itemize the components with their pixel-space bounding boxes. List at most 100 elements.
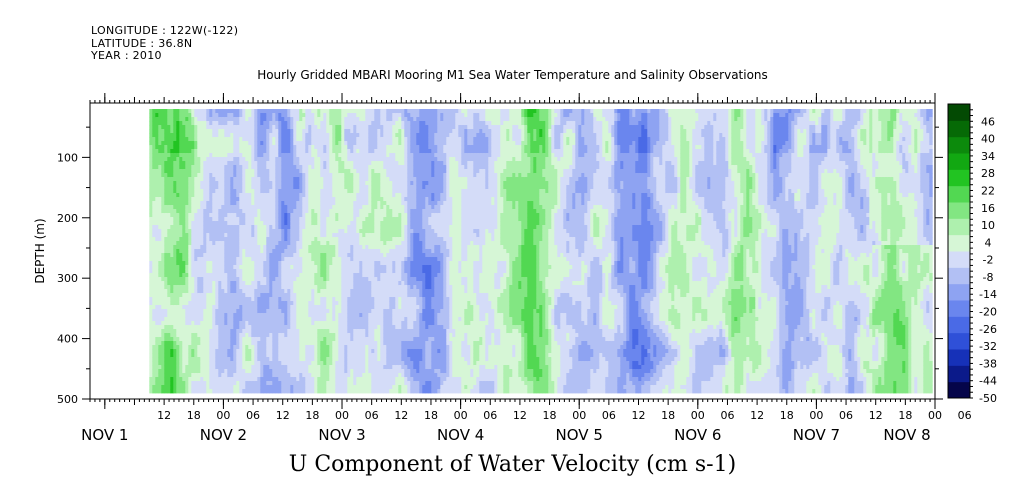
heatmap-cell bbox=[185, 293, 189, 298]
heatmap-cell bbox=[272, 265, 276, 270]
heatmap-cell bbox=[215, 385, 219, 390]
heatmap-cell bbox=[323, 157, 327, 162]
heatmap-cell bbox=[245, 313, 249, 318]
heatmap-cell bbox=[179, 165, 183, 170]
heatmap-cell bbox=[239, 373, 243, 378]
heatmap-cell bbox=[215, 201, 219, 206]
heatmap-cell bbox=[245, 329, 249, 334]
heatmap-cell bbox=[251, 253, 255, 258]
heatmap-cell bbox=[218, 161, 222, 166]
heatmap-cell bbox=[173, 257, 177, 262]
heatmap-cell bbox=[323, 321, 327, 326]
heatmap-cell bbox=[335, 245, 339, 250]
heatmap-cell bbox=[230, 181, 234, 186]
heatmap-cell bbox=[203, 325, 207, 330]
heatmap-cell bbox=[344, 289, 348, 294]
heatmap-cell bbox=[212, 341, 216, 346]
heatmap-cell bbox=[326, 285, 330, 290]
heatmap-cell bbox=[200, 233, 204, 238]
heatmap-cell bbox=[179, 189, 183, 194]
heatmap-cell bbox=[287, 173, 291, 178]
heatmap-cell bbox=[293, 165, 297, 170]
heatmap-cell bbox=[176, 361, 180, 366]
heatmap-cell bbox=[251, 213, 255, 218]
heatmap-cell bbox=[245, 149, 249, 154]
heatmap-cell bbox=[185, 285, 189, 290]
heatmap-cell bbox=[194, 229, 198, 234]
heatmap-cell bbox=[230, 261, 234, 266]
heatmap-cell bbox=[305, 205, 309, 210]
heatmap-cell bbox=[341, 237, 345, 242]
heatmap-cell bbox=[248, 253, 252, 258]
heatmap-cell bbox=[332, 193, 336, 198]
heatmap-cell bbox=[161, 333, 165, 338]
heatmap-cell bbox=[260, 245, 264, 250]
heatmap-cell bbox=[332, 221, 336, 226]
heatmap-cell bbox=[305, 189, 309, 194]
heatmap-cell bbox=[233, 321, 237, 326]
heatmap-cell bbox=[203, 261, 207, 266]
heatmap-cell bbox=[254, 169, 258, 174]
heatmap-cell bbox=[206, 153, 210, 158]
heatmap-cell bbox=[164, 341, 168, 346]
heatmap-cell bbox=[356, 153, 360, 158]
heatmap-cell bbox=[326, 241, 330, 246]
heatmap-cell bbox=[326, 353, 330, 358]
heatmap-cell bbox=[260, 233, 264, 238]
heatmap-cell bbox=[257, 217, 261, 222]
heatmap-cell bbox=[338, 325, 342, 330]
heatmap-cell bbox=[212, 281, 216, 286]
heatmap-cell bbox=[305, 277, 309, 282]
heatmap-cell bbox=[263, 369, 267, 374]
heatmap-cell bbox=[212, 173, 216, 178]
heatmap-cell bbox=[260, 365, 264, 370]
heatmap-cell bbox=[239, 337, 243, 342]
heatmap-cell bbox=[254, 381, 258, 386]
heatmap-cell bbox=[251, 125, 255, 130]
heatmap-cell bbox=[269, 165, 273, 170]
heatmap-cell bbox=[212, 269, 216, 274]
heatmap-cell bbox=[188, 337, 192, 342]
heatmap-cell bbox=[191, 137, 195, 142]
heatmap-cell bbox=[167, 201, 171, 206]
heatmap-cell bbox=[275, 129, 279, 134]
heatmap-cell bbox=[251, 181, 255, 186]
heatmap-cell bbox=[317, 113, 321, 118]
heatmap-cell bbox=[203, 197, 207, 202]
heatmap-cell bbox=[233, 329, 237, 334]
heatmap-cell bbox=[350, 285, 354, 290]
heatmap-cell bbox=[248, 293, 252, 298]
heatmap-cell bbox=[164, 333, 168, 338]
heatmap-cell bbox=[209, 113, 213, 118]
heatmap-cell bbox=[326, 257, 330, 262]
heatmap-cell bbox=[215, 213, 219, 218]
heatmap-cell bbox=[305, 141, 309, 146]
heatmap-cell bbox=[293, 281, 297, 286]
heatmap-cell bbox=[203, 249, 207, 254]
heatmap-cell bbox=[230, 113, 234, 118]
heatmap-cell bbox=[176, 197, 180, 202]
heatmap-cell bbox=[287, 269, 291, 274]
heatmap-cell bbox=[278, 237, 282, 242]
heatmap-cell bbox=[167, 205, 171, 210]
heatmap-cell bbox=[173, 341, 177, 346]
heatmap-cell bbox=[149, 329, 153, 334]
heatmap-cell bbox=[218, 277, 222, 282]
heatmap-cell bbox=[149, 141, 153, 146]
heatmap-cell bbox=[215, 281, 219, 286]
heatmap-cell bbox=[332, 257, 336, 262]
heatmap-cell bbox=[263, 193, 267, 198]
heatmap-cell bbox=[179, 205, 183, 210]
heatmap-cell bbox=[284, 249, 288, 254]
heatmap-cell bbox=[224, 221, 228, 226]
heatmap-cell bbox=[242, 345, 246, 350]
heatmap-cell bbox=[224, 201, 228, 206]
heatmap-cell bbox=[233, 181, 237, 186]
heatmap-cell bbox=[272, 285, 276, 290]
heatmap-cell bbox=[299, 125, 303, 130]
heatmap-cell bbox=[155, 321, 159, 326]
heatmap-cell bbox=[254, 185, 258, 190]
heatmap-cell bbox=[251, 281, 255, 286]
heatmap-cell bbox=[245, 289, 249, 294]
heatmap-cell bbox=[281, 137, 285, 142]
